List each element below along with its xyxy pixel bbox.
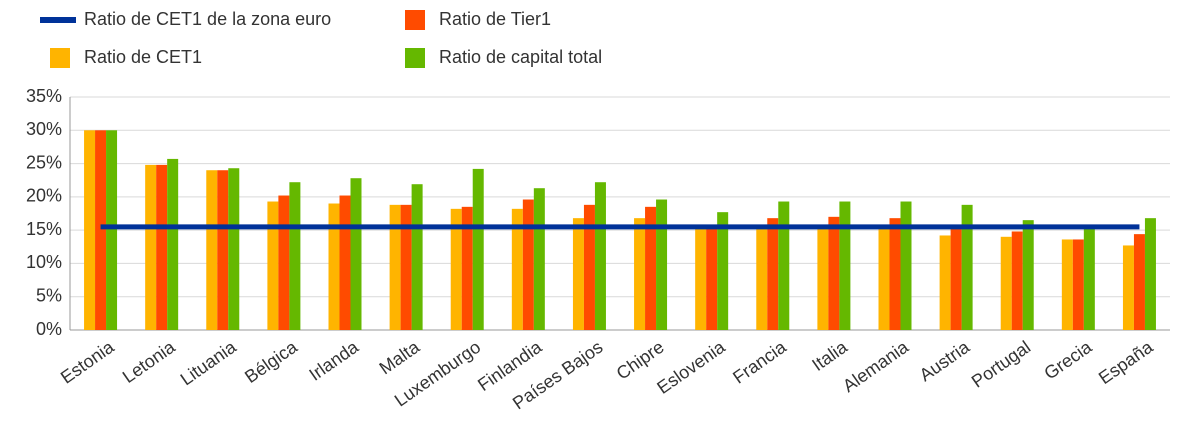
- bar: [156, 164, 168, 330]
- bar: [328, 203, 340, 330]
- x-tick-label: Lituania: [177, 336, 241, 389]
- bar: [84, 130, 96, 330]
- bar: [839, 201, 851, 330]
- bar: [267, 201, 279, 330]
- y-tick-label: 35%: [26, 86, 62, 106]
- bar: [583, 204, 595, 330]
- y-tick-label: 5%: [36, 285, 62, 305]
- x-tick-label: Portugal: [968, 337, 1034, 392]
- bar: [389, 204, 401, 330]
- bar: [1144, 218, 1156, 330]
- bar: [1122, 245, 1134, 330]
- bar: [289, 182, 301, 330]
- bar: [206, 170, 218, 330]
- legend-label: Ratio de CET1: [84, 47, 202, 67]
- x-tick-label: España: [1095, 336, 1157, 388]
- legend-label: Ratio de CET1 de la zona euro: [84, 9, 331, 29]
- bar: [594, 182, 606, 330]
- bar: [228, 168, 240, 330]
- bar: [1000, 236, 1012, 330]
- bar: [1022, 220, 1034, 330]
- bar: [717, 212, 729, 330]
- bar: [1083, 227, 1095, 330]
- bar: [900, 201, 912, 330]
- bar: [1061, 239, 1073, 330]
- bar: [522, 199, 534, 330]
- legend-label: Ratio de Tier1: [439, 9, 551, 29]
- bar: [572, 218, 584, 330]
- legend-swatch: [50, 48, 70, 68]
- legend-swatch: [405, 48, 425, 68]
- bar: [756, 226, 768, 330]
- y-tick-label: 15%: [26, 219, 62, 239]
- bar: [450, 208, 462, 330]
- bar: [1133, 234, 1145, 330]
- bar: [767, 218, 779, 330]
- bar: [278, 195, 290, 330]
- bar: [533, 188, 545, 330]
- bar: [656, 199, 668, 330]
- x-tick-label: Letonia: [119, 336, 180, 387]
- bar: [106, 130, 118, 330]
- bar: [939, 235, 951, 330]
- x-tick-label: Bélgica: [241, 336, 302, 387]
- bar: [1011, 231, 1023, 330]
- bar: [1072, 239, 1084, 330]
- bar: [217, 170, 229, 330]
- x-tick-label: Malta: [376, 336, 424, 378]
- bar: [634, 218, 646, 330]
- bar: [411, 184, 423, 330]
- x-tick-label: Francia: [729, 336, 790, 387]
- bar: [817, 228, 829, 330]
- y-tick-label: 25%: [26, 152, 62, 172]
- x-tick-label: Austria: [916, 336, 974, 385]
- bar: [167, 158, 179, 330]
- bar: [706, 226, 718, 330]
- bar: [145, 164, 157, 330]
- bar: [695, 226, 707, 330]
- bar: [889, 218, 901, 330]
- x-tick-label: Italia: [808, 336, 851, 375]
- legend-label: Ratio de capital total: [439, 47, 602, 67]
- x-tick-label: Grecia: [1040, 336, 1096, 383]
- bar: [400, 204, 412, 330]
- bar: [778, 201, 790, 330]
- y-tick-label: 0%: [36, 319, 62, 339]
- bar: [878, 226, 890, 330]
- bar: [350, 178, 362, 330]
- bar: [645, 206, 657, 330]
- x-tick-label: Irlanda: [305, 336, 362, 385]
- legend-line: [40, 17, 76, 23]
- y-tick-label: 30%: [26, 119, 62, 139]
- legend-swatch: [405, 10, 425, 30]
- bar: [461, 206, 473, 330]
- bar: [828, 216, 840, 330]
- bar: [511, 208, 523, 330]
- x-tick-label: Eslovenia: [653, 336, 729, 398]
- y-tick-label: 10%: [26, 252, 62, 272]
- bar: [950, 228, 962, 330]
- x-tick-label: Estonia: [57, 336, 118, 387]
- bar: [472, 168, 484, 330]
- bar: [95, 130, 107, 330]
- bar: [339, 195, 351, 330]
- y-tick-label: 20%: [26, 186, 62, 206]
- bar: [961, 204, 973, 330]
- x-tick-label: Alemania: [839, 336, 913, 396]
